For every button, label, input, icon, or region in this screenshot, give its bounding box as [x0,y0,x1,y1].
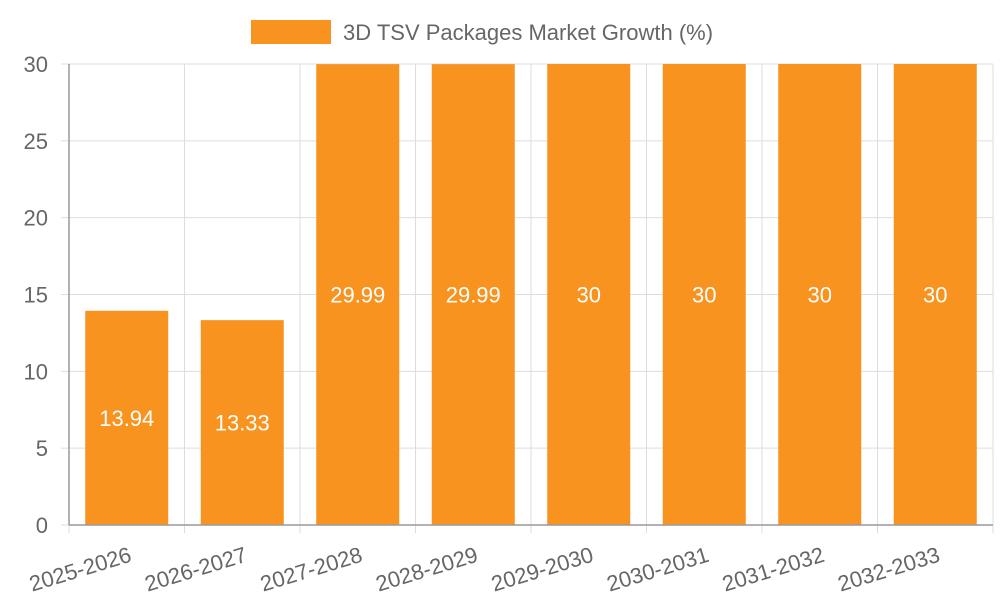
x-tick-label: 2025-2026 [26,542,134,597]
legend-label: 3D TSV Packages Market Growth (%) [343,20,713,45]
y-tick-label: 25 [24,129,48,154]
y-tick-label: 0 [36,513,48,538]
x-tick-label: 2029-2030 [488,542,596,597]
data-label: 29.99 [446,283,501,308]
bars [85,64,977,526]
x-tick-label: 2031-2032 [719,542,827,597]
bar[interactable] [893,64,977,525]
y-tick-label: 30 [24,52,48,77]
legend-swatch [251,20,331,44]
y-tick-label: 10 [24,359,48,384]
x-tick-label: 2032-2033 [835,542,943,597]
data-label: 30 [692,283,716,308]
data-labels: 13.94 13.33 29.99 29.99 30 30 30 30 [99,283,947,436]
y-axis-ticks: 0 5 10 15 20 25 30 [24,52,48,538]
data-label: 30 [923,283,947,308]
x-tick-label: 2026-2027 [142,542,250,597]
y-tick-label: 20 [24,206,48,231]
bar[interactable] [85,310,169,525]
bar[interactable] [431,64,515,526]
bar[interactable] [316,64,400,526]
data-label: 29.99 [330,283,385,308]
data-label: 30 [577,283,601,308]
x-tick-label: 2028-2029 [373,542,481,597]
x-tick-label: 2027-2028 [257,542,365,597]
bar[interactable] [778,64,862,525]
legend[interactable]: 3D TSV Packages Market Growth (%) [251,20,713,45]
data-label: 30 [808,283,832,308]
data-label: 13.33 [215,411,270,436]
data-label: 13.94 [99,406,154,431]
x-tick-label: 2030-2031 [604,542,712,597]
bar[interactable] [200,320,284,525]
x-axis-ticks: 2025-2026 2026-2027 2027-2028 2028-2029 2029… [26,542,942,597]
y-tick-label: 5 [36,436,48,461]
y-tick-label: 15 [24,283,48,308]
bar[interactable] [662,64,746,525]
bar[interactable] [547,64,631,525]
